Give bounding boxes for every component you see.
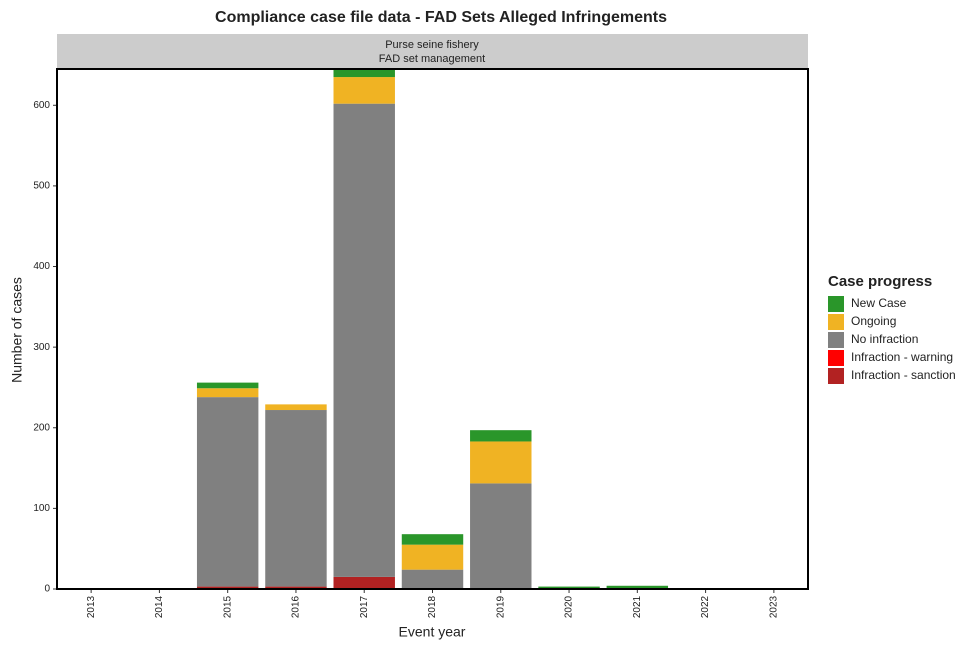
- legend-swatch: [828, 350, 844, 366]
- x-tick-label: 2022: [700, 595, 711, 618]
- bar-segment: [401, 569, 464, 589]
- legend-swatch: [828, 332, 844, 348]
- legend-label: New Case: [851, 296, 907, 310]
- y-tick-label: 0: [44, 584, 50, 595]
- chart-title: Compliance case file data - FAD Sets All…: [215, 9, 667, 26]
- x-tick-label: 2017: [359, 595, 370, 618]
- legend-swatch: [828, 368, 844, 384]
- legend-label: Infraction - warning: [851, 350, 953, 364]
- bar-segment: [196, 397, 259, 587]
- bar-segment: [401, 534, 464, 545]
- bar-segment: [333, 103, 395, 577]
- bar-segment: [470, 483, 532, 589]
- x-tick-label: 2015: [222, 595, 233, 618]
- x-tick-label: 2020: [564, 595, 575, 618]
- bar-segment: [333, 77, 395, 104]
- x-tick-label: 2018: [427, 595, 438, 618]
- y-tick-label: 500: [33, 181, 50, 192]
- bar-segment: [196, 388, 259, 398]
- bar-segment: [333, 576, 395, 589]
- x-tick-label: 2016: [291, 595, 302, 618]
- x-tick-label: 2014: [154, 595, 165, 618]
- bar-segment: [265, 410, 327, 587]
- x-tick-label: 2013: [86, 595, 97, 618]
- bar-segment: [265, 586, 327, 589]
- x-tick-label: 2021: [632, 595, 643, 618]
- legend-label: No infraction: [851, 332, 918, 346]
- legend-swatch: [828, 296, 844, 312]
- bar-segment: [401, 544, 464, 570]
- y-tick-label: 200: [33, 422, 50, 433]
- facet-strip: [57, 34, 808, 69]
- y-axis-title: Number of cases: [9, 277, 25, 383]
- bar-segment: [538, 586, 600, 589]
- bar-segment: [470, 441, 532, 484]
- bar-segment: [470, 430, 532, 442]
- bar-segment: [196, 586, 259, 589]
- bar-segment: [333, 69, 395, 78]
- legend-label: Infraction - sanction: [851, 368, 956, 382]
- bar-segment: [265, 404, 327, 411]
- bar-segment: [196, 382, 259, 389]
- y-tick-label: 100: [33, 503, 50, 514]
- y-tick-label: 300: [33, 342, 50, 353]
- x-tick-label: 2023: [769, 595, 780, 618]
- strip-label: FAD set management: [379, 53, 485, 65]
- legend-title: Case progress: [828, 273, 932, 290]
- y-tick-label: 400: [33, 261, 50, 272]
- y-tick-label: 600: [33, 100, 50, 111]
- x-tick-label: 2019: [495, 595, 506, 618]
- panel-border: [56, 68, 809, 590]
- x-axis-title: Event year: [399, 624, 466, 640]
- legend-swatch: [828, 314, 844, 330]
- bar-segment: [606, 585, 669, 589]
- strip-label: Purse seine fishery: [385, 39, 479, 51]
- legend-label: Ongoing: [851, 314, 896, 328]
